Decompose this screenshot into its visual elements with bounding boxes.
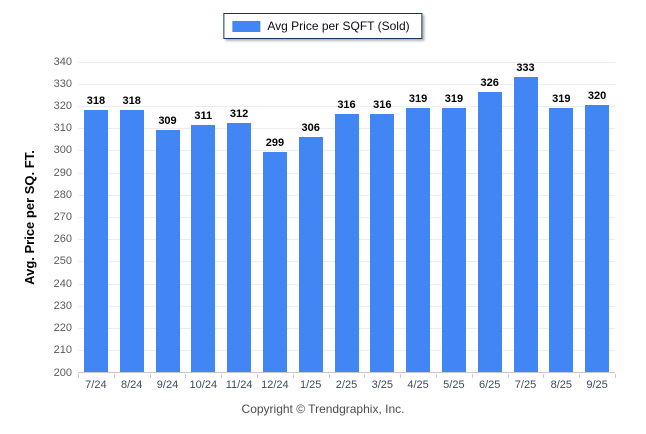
bar-value-label: 312	[229, 108, 249, 120]
bar	[585, 105, 610, 372]
x-tick-label: 5/25	[443, 379, 465, 391]
x-tick-label: 7/25	[514, 379, 537, 391]
x-axis-tick	[149, 374, 151, 378]
bar	[83, 110, 108, 372]
bar-value-label: 316	[373, 99, 392, 111]
x-axis-tick	[221, 374, 223, 378]
gridline	[78, 105, 615, 107]
x-axis-tick	[579, 374, 581, 378]
x-tick-label: 1/25	[299, 379, 322, 391]
y-tick-label: 200	[53, 366, 72, 379]
y-tick-label: 260	[53, 233, 72, 246]
bar	[370, 114, 395, 372]
bar-value-label: 319	[552, 93, 571, 105]
bar-value-label: 320	[587, 90, 607, 102]
y-tick-label: 330	[53, 77, 72, 90]
legend-swatch-icon	[232, 20, 261, 32]
bar-value-label: 319	[408, 93, 428, 105]
y-tick-label: 320	[53, 99, 72, 112]
x-tick-label: 9/24	[156, 379, 179, 391]
bar-value-label: 306	[301, 122, 320, 134]
x-axis-tick	[185, 374, 187, 378]
bar	[155, 130, 180, 372]
bar	[513, 77, 538, 372]
bar-value-label: 316	[337, 99, 356, 111]
y-tick-label: 300	[53, 144, 72, 157]
bar	[334, 114, 359, 372]
gridline	[78, 83, 615, 85]
x-tick-label: 7/24	[85, 379, 107, 391]
x-tick-label: 2/25	[335, 379, 358, 391]
y-tick-label: 240	[53, 277, 72, 290]
x-axis-tick	[543, 374, 545, 378]
x-axis-tick	[78, 374, 79, 378]
y-tick-label: 340	[53, 55, 72, 68]
bar-value-label: 319	[444, 93, 464, 105]
x-axis-tick	[471, 374, 473, 378]
x-axis-tick	[364, 374, 366, 378]
plot-area: 318 318 309 311 312 299 306 316 316 319 319 326 333 3…	[78, 61, 615, 373]
x-tick-label: 8/24	[120, 379, 143, 391]
y-tick-label: 210	[53, 344, 72, 357]
bar	[227, 123, 252, 372]
gridline	[78, 61, 615, 63]
x-axis-tick	[436, 374, 437, 378]
bar-value-label: 299	[265, 137, 285, 149]
bar	[119, 110, 144, 372]
x-tick-label: 10/24	[189, 379, 218, 391]
bar	[441, 108, 466, 372]
x-axis-tick	[257, 374, 258, 378]
x-axis-tick	[615, 374, 616, 378]
bar-value-label: 311	[194, 110, 213, 122]
x-tick-label: 8/25	[550, 379, 572, 391]
x-axis-tick	[328, 374, 330, 378]
bar-value-label: 318	[86, 95, 106, 107]
legend-label: Avg Price per SQFT (Sold)	[267, 19, 410, 33]
bar	[191, 125, 216, 372]
x-tick-label: 6/25	[478, 379, 501, 391]
bar	[406, 108, 431, 372]
x-axis-tick	[113, 374, 115, 378]
legend: Avg Price per SQFT (Sold)	[223, 13, 423, 39]
x-tick-label: 3/25	[371, 379, 393, 391]
bar	[298, 137, 323, 372]
bar	[549, 108, 574, 372]
y-tick-label: 270	[53, 211, 72, 223]
x-axis-tick	[400, 374, 402, 378]
x-tick-label: 12/24	[261, 379, 289, 391]
x-axis-tick	[292, 374, 294, 378]
x-tick-label: 9/25	[586, 379, 608, 391]
bar-value-label: 333	[516, 62, 535, 74]
x-tick-label: 4/25	[407, 379, 429, 391]
bar-value-label: 309	[158, 115, 177, 127]
x-axis-tick	[507, 374, 509, 378]
y-tick-label: 220	[53, 322, 72, 335]
y-tick-label: 230	[53, 299, 72, 312]
bar-value-label: 318	[122, 95, 141, 107]
y-tick-label: 310	[53, 122, 72, 135]
y-tick-label: 250	[53, 255, 72, 268]
y-tick-label: 290	[53, 166, 72, 179]
bar-value-label: 326	[480, 77, 499, 89]
y-tick-label: 280	[53, 188, 72, 201]
copyright-text: Copyright © Trendgraphix, Inc.	[241, 402, 405, 416]
bar	[477, 92, 502, 372]
bar	[262, 152, 287, 372]
x-tick-label: 11/24	[225, 379, 253, 391]
